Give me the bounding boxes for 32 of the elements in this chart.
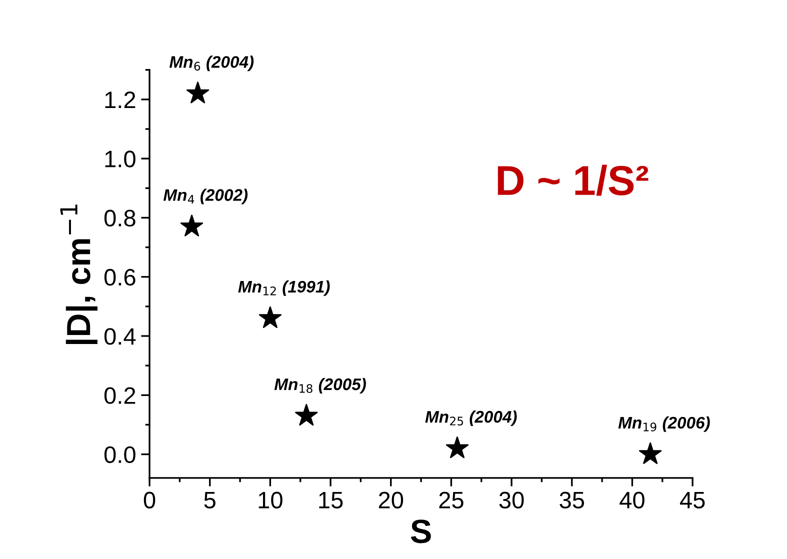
point [638,442,662,464]
y-tick-label: 0.4 [104,328,136,345]
annotation: Mn$_{18}$ (2005) [274,378,366,394]
annotation: Mn$_{6}$ (2004) [169,56,254,72]
point [186,82,210,104]
y-tick-label: 0.8 [104,210,136,227]
y-tick-label: 0.2 [104,387,136,404]
x-tick-label: 45 [680,492,705,508]
y-tick-label: 0.6 [104,268,136,286]
y-axis-title: |D|, cm$^{−1}$ [60,204,98,344]
x-tick-label: 5 [204,492,216,508]
x-tick-label: 40 [620,492,644,508]
annotation: Mn$_{12}$ (1991) [238,280,330,296]
point [180,214,204,236]
x-tick-label: 20 [378,492,404,508]
x-tick-label: 15 [319,492,343,508]
y-tick-label: 1.2 [105,92,136,108]
annotation: Mn$_{4}$ (2002) [163,188,248,204]
x-tick-label: 25 [439,492,464,508]
x-tick-label: 35 [560,492,584,508]
y-tick-label: 0.0 [104,446,136,464]
annotation: Mn$_{25}$ (2004) [425,410,517,426]
point [446,436,469,458]
annotation: Mn$_{19}$ (2006) [618,416,710,432]
x-tick-label: 30 [499,492,524,508]
point [295,404,318,426]
x-tick-label: 0 [144,492,156,508]
y-tick-label: 1.0 [105,150,136,168]
x-tick-label: 10 [258,492,282,508]
annotation: D ~ 1/S² [498,164,648,196]
x-axis-title: S [410,520,431,544]
point [258,306,282,328]
